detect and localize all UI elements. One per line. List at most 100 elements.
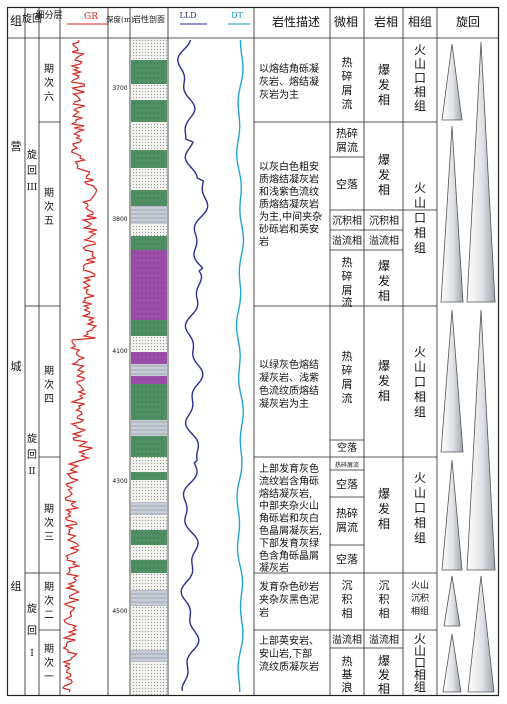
phase-char: 二: [44, 610, 54, 621]
lithofacies-char: 沉: [379, 579, 390, 592]
faciesgroup-char: 火: [414, 181, 426, 195]
microfacies-char: 碎: [342, 269, 353, 283]
description-line: 角砾岩和灰白: [259, 512, 319, 525]
lithology-band: [131, 420, 167, 436]
phase-char: 期: [44, 581, 54, 593]
header-formation: 组: [10, 14, 22, 28]
phase-char: 期: [44, 365, 54, 377]
faciesgroup-char: 组: [414, 99, 426, 113]
lithofacies-char: 相: [378, 289, 390, 303]
lithofacies-text: 沉积相: [369, 214, 399, 227]
lithofacies-char: 发: [378, 667, 390, 682]
lithology-band: [131, 436, 167, 457]
lithofacies-char: 发: [378, 273, 390, 288]
description-line: 色流纹质熔结: [259, 384, 319, 397]
description-line: 夹杂灰黑色泥: [259, 593, 319, 606]
description-line: 灰岩、熔结凝: [259, 75, 319, 88]
lithofacies-char: 发: [378, 77, 390, 92]
lithology-band: [131, 502, 167, 515]
description-line: 灰岩为主: [259, 88, 299, 101]
formation-char: 城: [11, 360, 22, 373]
microfacies-char: 屑: [342, 378, 353, 391]
faciesgroup-char: 相: [414, 226, 426, 240]
description-line: 下部发育灰绿: [259, 536, 319, 549]
lithofacies-char: 相: [378, 682, 390, 696]
faciesgroup-char: 相: [414, 668, 426, 682]
header-depth: 深度(m): [106, 14, 134, 24]
cycle-triangle: [440, 309, 464, 453]
description-line: 上部发育灰色: [259, 462, 319, 475]
description-line: 中部夹杂火山: [259, 499, 319, 512]
lithology-band: [131, 224, 167, 236]
lithology-band: [131, 236, 167, 250]
lithofacies-char: 相: [378, 93, 390, 107]
phase-char: 次: [44, 200, 54, 213]
description-line: 为主,中间夹杂: [259, 210, 322, 223]
phase-char: 四: [44, 394, 54, 405]
faciesgroup-char: 山: [414, 360, 426, 374]
phase-char: 六: [44, 91, 54, 103]
faciesgroup-char: 口: [414, 656, 426, 670]
faciesgroup-char: 口: [414, 501, 426, 515]
faciesgroup-char: 组: [414, 241, 426, 255]
header-lld: LLD: [179, 11, 196, 20]
depth-tick: 4100: [112, 348, 127, 355]
lithology-band: [131, 100, 167, 122]
formation-column: 营 城 组: [11, 139, 22, 593]
header-description: 岩性描述: [272, 14, 320, 29]
lithology-band: [131, 457, 167, 472]
microfacies-char: 碎: [342, 69, 353, 83]
lithology-band: [131, 630, 167, 650]
depth-tick: 3700: [112, 85, 127, 92]
description-line: 色含角砾晶屑: [259, 549, 319, 562]
cycle-char: 回: [27, 165, 37, 177]
phase-char: 三: [44, 532, 54, 543]
description-line: 砂砾岩和英安: [259, 223, 319, 236]
phase-char: 次: [44, 76, 54, 89]
description-column: 以熔结角砾凝灰岩、熔结凝灰岩为主以灰白色粗安质熔结凝灰岩和浅紫色流纹质熔结凝灰岩…: [259, 62, 322, 673]
microfacies-char: 屑: [342, 84, 353, 97]
lithology-band: [131, 560, 167, 573]
lithology-band: [131, 376, 167, 384]
header-faciesgroup: 相组: [408, 15, 432, 29]
faciesgroup-line: 相组: [411, 605, 429, 617]
microfacies-char: 流: [342, 295, 353, 309]
microfacies-char: 热: [342, 655, 353, 668]
lithology-band: [131, 662, 167, 695]
lithology-band: [131, 38, 167, 60]
column-headers: 组 旋回 细分层 GR 深度(m) 岩性剖面 LLD DT 岩性描述 微相 岩相…: [10, 9, 480, 29]
description-line: 上部英安岩、: [259, 634, 319, 647]
header-microfacies: 微相: [334, 15, 358, 29]
microfacies-char: 屑: [342, 284, 353, 297]
microfacies-text: 溢流相: [332, 633, 362, 646]
lithofacies-char: 爆: [378, 654, 390, 668]
microfacies-text: 溢流相: [332, 234, 362, 247]
phase-char: 次: [44, 594, 54, 607]
cycle-char: 回: [27, 449, 37, 461]
microfacies-line: 屑流: [336, 140, 358, 154]
lithology-band: [131, 60, 167, 84]
faciesgroup-column: 火 山 口 相 组 火 山 口 相 组 火 山 口 相 组 火 山 口 相 组 …: [411, 43, 429, 694]
header-dt: DT: [231, 11, 243, 20]
faciesgroup-line: 沉积: [411, 592, 429, 604]
phase-char: 期: [44, 503, 54, 515]
phase-char: 次: [44, 516, 54, 529]
lithology-band: [131, 336, 167, 352]
lithofacies-char: 爆: [378, 359, 390, 373]
faciesgroup-char: 山: [414, 196, 426, 210]
header-profile: 岩性剖面: [133, 14, 165, 24]
cycle-char: 旋: [27, 432, 37, 445]
lithology-band: [131, 352, 167, 364]
lithology-band: [131, 480, 167, 502]
lithofacies-char: 爆: [378, 153, 390, 167]
description-line: 以熔结角砾凝: [259, 62, 319, 75]
lithology-column: [131, 38, 167, 695]
lithology-band: [131, 650, 167, 662]
gr-log-curve: [61, 39, 98, 693]
microfacies-text: 沉积相: [332, 214, 362, 227]
cycle-triangles: [440, 41, 496, 693]
phase-char: 次: [44, 656, 54, 669]
faciesgroup-char: 火: [414, 43, 426, 57]
table-grid: [6, 6, 500, 697]
cycle-triangle: [466, 309, 496, 571]
